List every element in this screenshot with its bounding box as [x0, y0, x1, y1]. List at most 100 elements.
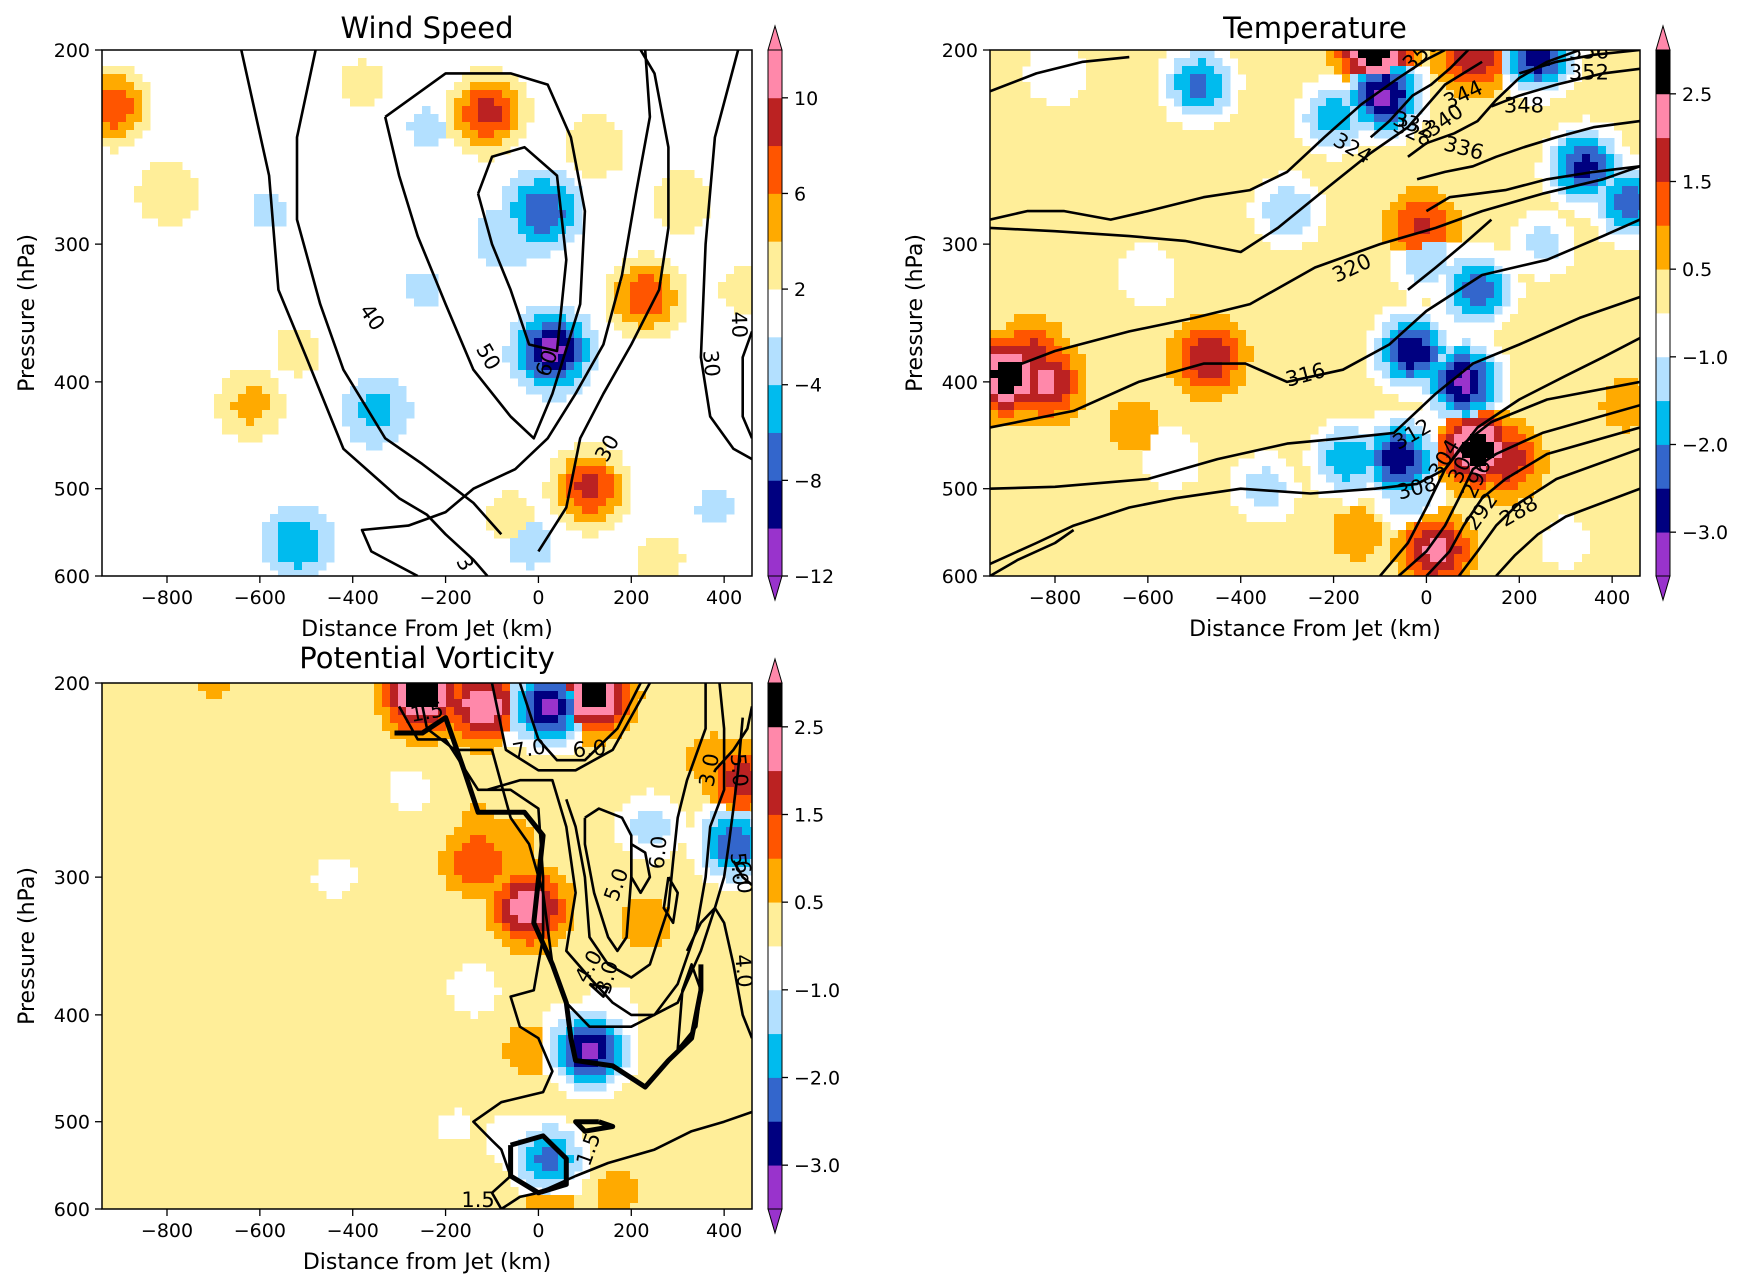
- filled-contour-cell: [1598, 170, 1607, 179]
- filled-contour-cell: [1014, 370, 1023, 379]
- filled-contour-cell: [1022, 346, 1031, 355]
- filled-contour-cell: [126, 122, 135, 131]
- filled-contour-cell: [1518, 322, 1527, 331]
- filled-contour-cell: [1158, 314, 1167, 323]
- filled-contour-cell: [1310, 122, 1319, 131]
- filled-contour-cell: [1038, 122, 1047, 131]
- filled-contour-cell: [1078, 138, 1087, 147]
- filled-contour-cell: [526, 210, 535, 219]
- filled-contour-cell: [302, 346, 311, 355]
- filled-contour-cell: [350, 66, 359, 75]
- filled-contour-cell: [1110, 146, 1119, 155]
- filled-contour-cell: [1606, 418, 1615, 427]
- filled-contour-cell: [1294, 74, 1303, 83]
- filled-contour-cell: [502, 490, 511, 499]
- filled-contour-cell: [998, 394, 1007, 403]
- filled-contour-cell: [1606, 106, 1615, 115]
- filled-contour-cell: [1238, 162, 1247, 171]
- filled-contour-cell: [238, 394, 247, 403]
- filled-contour-cell: [1198, 314, 1207, 323]
- filled-contour-cell: [1446, 58, 1455, 67]
- filled-contour-cell: [1270, 362, 1279, 371]
- filled-contour-cell: [574, 522, 583, 531]
- filled-contour-cell: [1542, 234, 1551, 243]
- filled-contour-cell: [1350, 274, 1359, 283]
- filled-contour-cell: [1390, 130, 1399, 139]
- filled-contour-cell: [1054, 186, 1063, 195]
- filled-contour-cell: [1222, 386, 1231, 395]
- filled-contour-cell: [1446, 178, 1455, 187]
- filled-contour-cell: [1038, 322, 1047, 331]
- filled-contour-cell: [1478, 346, 1487, 355]
- filled-contour-cell: [1158, 122, 1167, 131]
- filled-contour-cell: [1286, 394, 1295, 403]
- filled-contour-cell: [686, 226, 695, 235]
- filled-contour-cell: [1142, 82, 1151, 91]
- filled-contour-cell: [1614, 210, 1623, 219]
- filled-contour-cell: [1270, 74, 1279, 83]
- filled-contour-cell: [1446, 282, 1455, 291]
- filled-contour-cell: [142, 82, 151, 91]
- filled-contour-cell: [1222, 210, 1231, 219]
- filled-contour-cell: [566, 354, 575, 363]
- filled-contour-cell: [1438, 202, 1447, 211]
- filled-contour-cell: [1422, 258, 1431, 267]
- filled-contour-cell: [1630, 186, 1639, 195]
- filled-contour-cell: [1414, 234, 1423, 243]
- filled-contour-cell: [1422, 266, 1431, 275]
- filled-contour-cell: [1614, 434, 1623, 443]
- filled-contour-cell: [1510, 106, 1519, 115]
- filled-contour-cell: [1630, 250, 1639, 259]
- filled-contour-cell: [1510, 386, 1519, 395]
- filled-contour-cell: [1446, 98, 1455, 107]
- filled-contour-cell: [1558, 58, 1567, 67]
- filled-contour-cell: [622, 266, 631, 275]
- filled-contour-cell: [1334, 402, 1343, 411]
- filled-contour-cell: [1518, 450, 1527, 459]
- filled-contour-cell: [1126, 362, 1135, 371]
- filled-contour-cell: [1278, 130, 1287, 139]
- filled-contour-cell: [1086, 226, 1095, 235]
- filled-contour-cell: [1286, 194, 1295, 203]
- filled-contour-cell: [1022, 266, 1031, 275]
- filled-contour-cell: [1390, 218, 1399, 227]
- filled-contour-cell: [1230, 458, 1239, 467]
- wind-speed-y-axis-label: Pressure (hPa): [15, 234, 40, 392]
- filled-contour-cell: [1150, 370, 1159, 379]
- filled-contour-cell: [1374, 274, 1383, 283]
- filled-contour-cell: [1366, 274, 1375, 283]
- filled-contour-cell: [1398, 98, 1407, 107]
- filled-contour-cell: [1382, 66, 1391, 75]
- filled-contour-cell: [102, 122, 111, 131]
- filled-contour-cell: [1470, 130, 1479, 139]
- filled-contour-cell: [1046, 338, 1055, 347]
- filled-contour-cell: [1070, 274, 1079, 283]
- filled-contour-cell: [1254, 242, 1263, 251]
- filled-contour-cell: [1446, 346, 1455, 355]
- filled-contour-cell: [1350, 58, 1359, 67]
- filled-contour-cell: [1238, 114, 1247, 123]
- filled-contour-cell: [1062, 410, 1071, 419]
- filled-contour-cell: [1622, 370, 1631, 379]
- filled-contour-cell: [1478, 418, 1487, 427]
- filled-contour-cell: [1278, 82, 1287, 91]
- filled-contour-cell: [542, 170, 551, 179]
- filled-contour-cell: [1126, 138, 1135, 147]
- filled-contour-cell: [1614, 306, 1623, 315]
- filled-contour-cell: [1134, 58, 1143, 67]
- filled-contour-cell: [566, 338, 575, 347]
- filled-contour-cell: [278, 210, 287, 219]
- filled-contour-cell: [1286, 106, 1295, 115]
- filled-contour-cell: [1078, 410, 1087, 419]
- colorbar-tick-label: 6: [794, 183, 806, 205]
- filled-contour-cell: [1358, 202, 1367, 211]
- filled-contour-cell: [1190, 426, 1199, 435]
- filled-contour-cell: [1350, 282, 1359, 291]
- filled-contour-cell: [1390, 322, 1399, 331]
- filled-contour-cell: [1638, 98, 1640, 107]
- filled-contour-cell: [1510, 322, 1519, 331]
- filled-contour-cell: [1294, 306, 1303, 315]
- filled-contour-cell: [1246, 234, 1255, 243]
- filled-contour-cell: [278, 522, 287, 531]
- filled-contour-cell: [1046, 442, 1055, 451]
